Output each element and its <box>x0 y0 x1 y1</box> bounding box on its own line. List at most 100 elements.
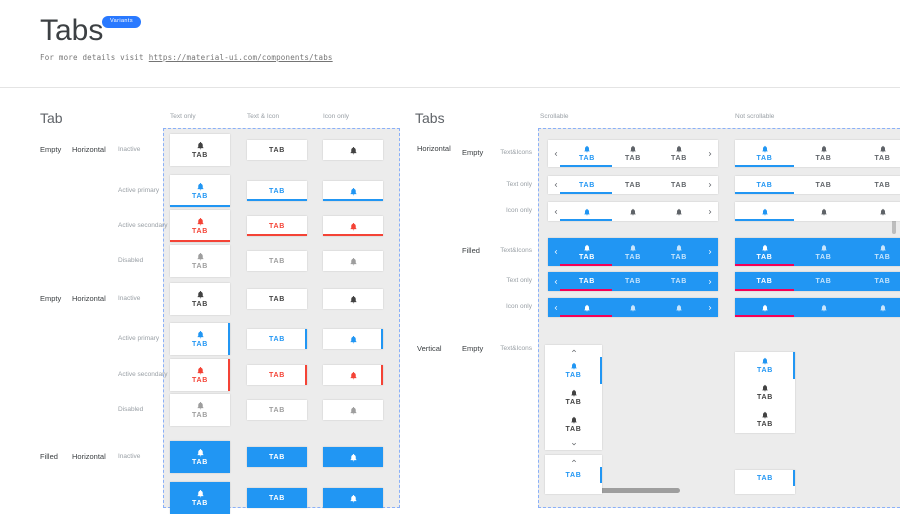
tab-card-text[interactable]: TAB <box>247 140 307 160</box>
tab-card-text[interactable]: TAB <box>247 447 307 467</box>
tab[interactable]: TAB <box>735 352 795 379</box>
tab[interactable]: TAB <box>735 272 794 291</box>
tab[interactable] <box>794 298 853 317</box>
tab-card-both[interactable]: TAB <box>170 359 230 391</box>
tab-card-icon[interactable] <box>323 488 383 508</box>
tab-card-text[interactable]: TAB <box>247 488 307 508</box>
scroll-left-button[interactable] <box>548 140 564 167</box>
scroll-left-button[interactable] <box>548 202 564 221</box>
scroll-down-button[interactable] <box>545 438 602 450</box>
bell-icon <box>761 304 769 312</box>
tab-label: TAB <box>815 155 832 162</box>
scroll-right-button[interactable] <box>702 298 718 317</box>
tab[interactable] <box>735 202 794 221</box>
tab-card-icon[interactable] <box>323 365 383 385</box>
tab[interactable] <box>564 298 610 317</box>
tab[interactable]: TAB <box>564 272 610 291</box>
tab-card-icon[interactable] <box>323 181 383 201</box>
tab[interactable]: TAB <box>735 140 794 167</box>
tab[interactable]: TAB <box>794 272 853 291</box>
tab[interactable]: TAB <box>735 238 794 266</box>
tab[interactable] <box>853 298 900 317</box>
tab-card-icon[interactable] <box>323 140 383 160</box>
tab-card-icon[interactable] <box>323 216 383 236</box>
scroll-left-button[interactable] <box>548 238 564 266</box>
tab-card-both[interactable]: TAB <box>170 210 230 242</box>
tab[interactable]: TAB <box>545 467 602 483</box>
tab[interactable] <box>735 298 794 317</box>
tab[interactable]: TAB <box>794 140 853 167</box>
bell-icon <box>196 252 205 261</box>
tab[interactable] <box>610 202 656 221</box>
tab-card-icon[interactable] <box>323 289 383 309</box>
tab[interactable] <box>656 202 702 221</box>
tab-card-both[interactable]: TAB <box>170 175 230 207</box>
bell-icon <box>629 145 637 153</box>
tab[interactable]: TAB <box>656 140 702 167</box>
tab[interactable]: TAB <box>564 238 610 266</box>
tab-card-text[interactable]: TAB <box>247 400 307 420</box>
tab[interactable]: TAB <box>853 272 900 291</box>
tab[interactable]: TAB <box>610 238 656 266</box>
tab[interactable] <box>656 298 702 317</box>
docs-link[interactable]: https://material-ui.com/components/tabs <box>148 53 333 62</box>
scroll-right-button[interactable] <box>702 272 718 291</box>
tab[interactable] <box>794 202 853 221</box>
tab[interactable]: TAB <box>735 406 795 433</box>
active-indicator <box>170 205 230 207</box>
tab[interactable]: TAB <box>735 379 795 406</box>
tab[interactable] <box>853 202 900 221</box>
scroll-right-button[interactable] <box>702 202 718 221</box>
tab-card-text[interactable]: TAB <box>247 329 307 349</box>
tab[interactable]: TAB <box>853 176 900 194</box>
tab[interactable]: TAB <box>794 238 853 266</box>
tab[interactable]: TAB <box>564 176 610 194</box>
scroll-left-button[interactable] <box>548 272 564 291</box>
tab[interactable]: TAB <box>853 140 900 167</box>
tab[interactable]: TAB <box>545 384 602 411</box>
tab[interactable]: TAB <box>610 176 656 194</box>
tab[interactable]: TAB <box>656 272 702 291</box>
scroll-right-button[interactable] <box>702 238 718 266</box>
tab-card-both[interactable]: TAB <box>170 441 230 473</box>
tab[interactable]: TAB <box>656 176 702 194</box>
tab-card-both[interactable]: TAB <box>170 283 230 315</box>
tab-card-both[interactable]: TAB <box>170 323 230 355</box>
horizontal-scrollbar-thumb[interactable] <box>578 488 680 493</box>
tab-card-icon[interactable] <box>323 251 383 271</box>
tab-card-text[interactable]: TAB <box>247 251 307 271</box>
tab[interactable] <box>610 298 656 317</box>
active-indicator <box>735 315 794 317</box>
tab[interactable]: TAB <box>735 176 794 194</box>
tab[interactable]: TAB <box>610 272 656 291</box>
active-indicator <box>305 365 307 385</box>
tab-card-both[interactable]: TAB <box>170 134 230 166</box>
scroll-up-button[interactable] <box>545 455 602 467</box>
tab-card-both[interactable]: TAB <box>170 245 230 277</box>
tab[interactable]: TAB <box>545 357 602 384</box>
tab[interactable]: TAB <box>853 238 900 266</box>
tab[interactable]: TAB <box>610 140 656 167</box>
tab-card-text[interactable]: TAB <box>247 289 307 309</box>
tab-card-both[interactable]: TAB <box>170 394 230 426</box>
tab[interactable] <box>564 202 610 221</box>
tab-card-icon[interactable] <box>323 400 383 420</box>
tab-card-icon[interactable] <box>323 447 383 467</box>
scroll-right-button[interactable] <box>702 140 718 167</box>
tab[interactable]: TAB <box>656 238 702 266</box>
scroll-left-button[interactable] <box>548 176 564 194</box>
tab[interactable]: TAB <box>564 140 610 167</box>
scroll-up-button[interactable] <box>545 345 602 357</box>
tab-card-text[interactable]: TAB <box>247 365 307 385</box>
scroll-right-button[interactable] <box>702 176 718 194</box>
tab-card-icon[interactable] <box>323 329 383 349</box>
scroll-left-button[interactable] <box>548 298 564 317</box>
bell-icon <box>583 304 591 312</box>
chevron-left-icon <box>552 278 560 286</box>
tab-card-both[interactable]: TAB <box>170 482 230 514</box>
tab[interactable]: TAB <box>794 176 853 194</box>
tab[interactable]: TAB <box>545 411 602 438</box>
tab-card-text[interactable]: TAB <box>247 181 307 201</box>
tab-card-text[interactable]: TAB <box>247 216 307 236</box>
tab[interactable]: TAB <box>735 470 795 486</box>
